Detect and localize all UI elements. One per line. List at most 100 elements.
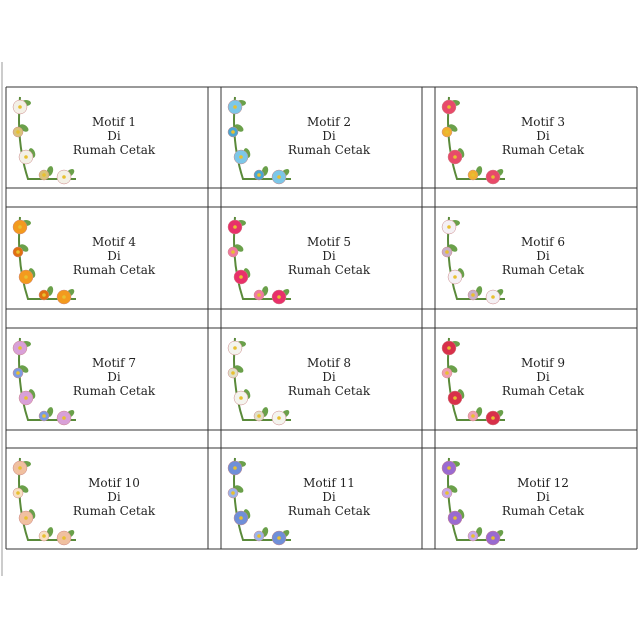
label-line: Di	[322, 249, 336, 263]
label-title: Motif 7	[92, 356, 136, 370]
flower-center	[231, 250, 235, 254]
label-line: Di	[107, 249, 121, 263]
label-title: Motif 12	[517, 476, 569, 490]
label-line: Rumah Cetak	[73, 504, 156, 518]
flower-center	[62, 175, 66, 179]
flower-center	[453, 275, 457, 279]
floral-stem	[233, 216, 291, 300]
label-title: Motif 9	[521, 356, 565, 370]
label-line: Di	[536, 370, 550, 384]
flower-center	[239, 516, 243, 520]
flower-center	[62, 416, 66, 420]
flower-center	[277, 536, 281, 540]
flower-center	[453, 396, 457, 400]
flower-center	[42, 534, 46, 538]
flower-center	[16, 130, 20, 134]
label-line: Di	[107, 490, 121, 504]
flower-center	[239, 275, 243, 279]
flower-center	[239, 155, 243, 159]
flower-center	[24, 155, 28, 159]
label-line: Di	[322, 490, 336, 504]
label-line: Rumah Cetak	[288, 263, 371, 277]
flower-center	[277, 175, 281, 179]
label-line: Rumah Cetak	[288, 143, 371, 157]
flower-center	[471, 414, 475, 418]
flower-center	[257, 293, 261, 297]
flower-center	[233, 105, 237, 109]
label-line: Di	[322, 370, 336, 384]
label-line: Rumah Cetak	[73, 384, 156, 398]
flower-center	[445, 371, 449, 375]
floral-stem	[447, 96, 505, 180]
flower-center	[453, 155, 457, 159]
flower-center	[447, 225, 451, 229]
label-line: Rumah Cetak	[502, 504, 585, 518]
floral-stem	[18, 216, 76, 300]
label-title: Motif 4	[92, 235, 136, 249]
flower-center	[277, 416, 281, 420]
flower-center	[257, 173, 261, 177]
flower-center	[447, 105, 451, 109]
flower-center	[62, 536, 66, 540]
flower-center	[42, 293, 46, 297]
flower-center	[471, 173, 475, 177]
label-line: Rumah Cetak	[288, 504, 371, 518]
floral-stem	[447, 216, 505, 300]
flower-center	[18, 466, 22, 470]
flower-center	[445, 130, 449, 134]
flower-center	[233, 466, 237, 470]
floral-stem	[233, 96, 291, 180]
floral-stem	[233, 457, 291, 541]
floral-stem	[18, 96, 76, 180]
flower-center	[239, 396, 243, 400]
flower-center	[445, 250, 449, 254]
label-line: Di	[536, 490, 550, 504]
flower-center	[42, 173, 46, 177]
flower-center	[18, 225, 22, 229]
flower-center	[62, 295, 66, 299]
flower-center	[445, 491, 449, 495]
flower-center	[233, 346, 237, 350]
label-title: Motif 3	[521, 115, 565, 129]
flower-center	[233, 225, 237, 229]
label-title: Motif 11	[303, 476, 355, 490]
flower-center	[24, 516, 28, 520]
flower-center	[16, 371, 20, 375]
label-title: Motif 2	[307, 115, 351, 129]
flower-center	[491, 416, 495, 420]
flower-center	[24, 396, 28, 400]
floral-stem	[233, 337, 291, 421]
flower-center	[231, 130, 235, 134]
flower-center	[447, 346, 451, 350]
flower-center	[16, 250, 20, 254]
floral-stem	[447, 337, 505, 421]
label-line: Di	[322, 129, 336, 143]
flower-center	[471, 293, 475, 297]
flower-center	[231, 371, 235, 375]
label-line: Rumah Cetak	[502, 263, 585, 277]
flower-center	[257, 534, 261, 538]
flower-center	[491, 295, 495, 299]
label-line: Di	[107, 370, 121, 384]
label-line: Di	[536, 129, 550, 143]
flower-center	[491, 175, 495, 179]
flower-center	[447, 466, 451, 470]
floral-stem	[18, 457, 76, 541]
flower-center	[471, 534, 475, 538]
label-line: Rumah Cetak	[502, 384, 585, 398]
label-title: Motif 5	[307, 235, 351, 249]
label-line: Rumah Cetak	[73, 143, 156, 157]
label-line: Di	[107, 129, 121, 143]
label-title: Motif 8	[307, 356, 351, 370]
